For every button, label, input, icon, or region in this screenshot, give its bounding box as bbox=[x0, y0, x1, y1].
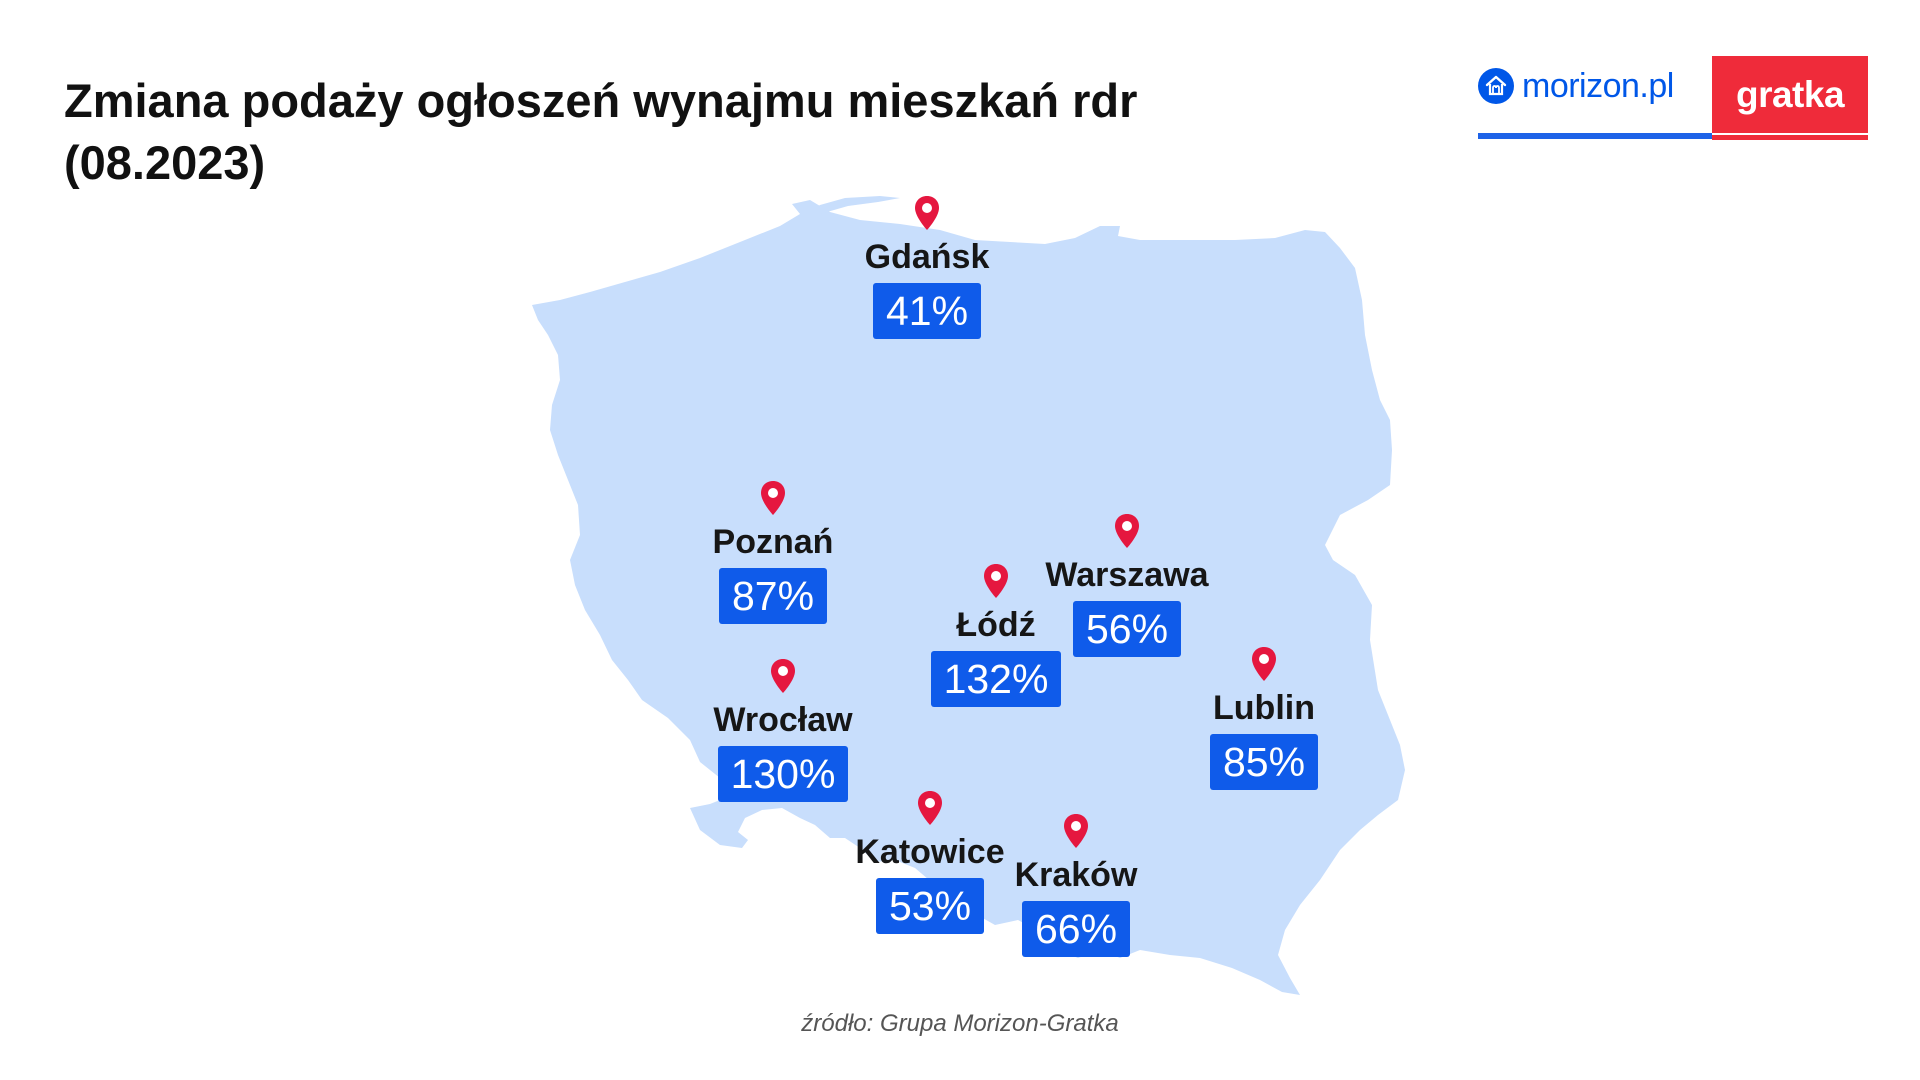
city-marker-katowice: Katowice 53% bbox=[830, 790, 1030, 934]
hel-peninsula bbox=[800, 196, 900, 216]
morizon-underline bbox=[1478, 133, 1712, 139]
map-pin-icon bbox=[1064, 814, 1088, 848]
city-name: Łódź bbox=[956, 606, 1036, 644]
value-badge: 132% bbox=[930, 651, 1062, 707]
city-marker-wroclaw: Wrocław 130% bbox=[683, 658, 883, 802]
morizon-logo-text: morizon.pl bbox=[1522, 66, 1674, 105]
morizon-logo[interactable]: morizon.pl bbox=[1478, 66, 1674, 106]
city-name: Poznań bbox=[712, 523, 834, 561]
city-name: Warszawa bbox=[1045, 556, 1209, 594]
gratka-logo-text: gratka bbox=[1735, 74, 1845, 115]
city-name: Kraków bbox=[1014, 856, 1138, 894]
city-marker-poznan: Poznań 87% bbox=[673, 480, 873, 624]
map-pin-icon bbox=[918, 791, 942, 825]
value-badge: 130% bbox=[717, 746, 849, 802]
value-badge: 41% bbox=[872, 283, 982, 339]
value-badge: 53% bbox=[875, 878, 985, 934]
city-marker-gdansk: Gdańsk 41% bbox=[827, 195, 1027, 339]
map-pin-icon bbox=[1252, 647, 1276, 681]
city-name: Wrocław bbox=[713, 701, 853, 739]
value-badge: 87% bbox=[718, 568, 828, 624]
value-badge: 56% bbox=[1072, 601, 1182, 657]
map-pin-icon bbox=[761, 481, 785, 515]
gratka-logo[interactable]: gratka bbox=[1712, 56, 1868, 140]
city-name: Lublin bbox=[1213, 689, 1315, 727]
source-note: źródło: Grupa Morizon-Gratka bbox=[801, 1010, 1119, 1037]
map-pin-icon bbox=[915, 196, 939, 230]
house-icon bbox=[1478, 68, 1514, 104]
city-name: Gdańsk bbox=[864, 238, 990, 276]
city-marker-lublin: Lublin 85% bbox=[1164, 646, 1364, 790]
page-title: Zmiana podaży ogłoszeń wynajmu mieszkań … bbox=[64, 70, 1164, 194]
map-pin-icon bbox=[771, 659, 795, 693]
map-pin-icon bbox=[984, 564, 1008, 598]
city-marker-krakow: Kraków 66% bbox=[976, 813, 1176, 957]
city-name: Katowice bbox=[855, 833, 1005, 871]
city-marker-lodz: Łódź 132% bbox=[896, 563, 1096, 707]
map-pin-icon bbox=[1115, 514, 1139, 548]
city-marker-warszawa: Warszawa 56% bbox=[1027, 513, 1227, 657]
title-line-2: (08.2023) bbox=[64, 136, 266, 189]
logos: morizon.pl gratka bbox=[1478, 56, 1868, 140]
value-badge: 66% bbox=[1021, 901, 1131, 957]
value-badge: 85% bbox=[1209, 734, 1319, 790]
title-line-1: Zmiana podaży ogłoszeń wynajmu mieszkań … bbox=[64, 74, 1138, 127]
baltic-lagoon bbox=[930, 222, 1010, 236]
gratka-underline bbox=[1712, 133, 1868, 140]
